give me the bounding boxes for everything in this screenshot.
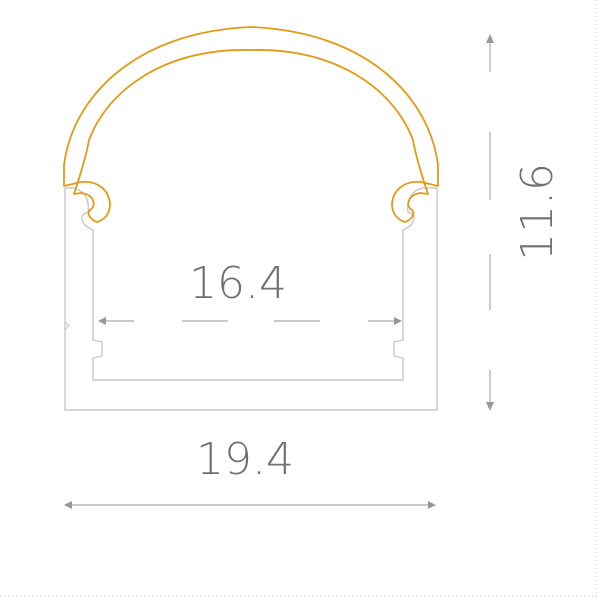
height-dim-arrow-top	[486, 34, 494, 43]
outer-dim-arrow-right	[428, 501, 436, 509]
inner-width-dimension: 16.4	[98, 258, 402, 325]
outer-width-dimension: 19.4	[64, 434, 436, 509]
height-dimension: 11.6	[486, 34, 563, 411]
inner-width-label: 16.4	[189, 258, 287, 309]
outer-dim-arrow-left	[64, 501, 72, 509]
height-label: 11.6	[512, 163, 563, 261]
profile-side-groove	[64, 321, 70, 331]
height-dim-arrow-bottom	[486, 402, 494, 411]
inner-dim-arrow-left	[98, 317, 106, 325]
outer-width-label: 19.4	[196, 434, 294, 485]
diffuser-cover	[63, 26, 439, 223]
inner-dim-arrow-right	[394, 317, 402, 325]
